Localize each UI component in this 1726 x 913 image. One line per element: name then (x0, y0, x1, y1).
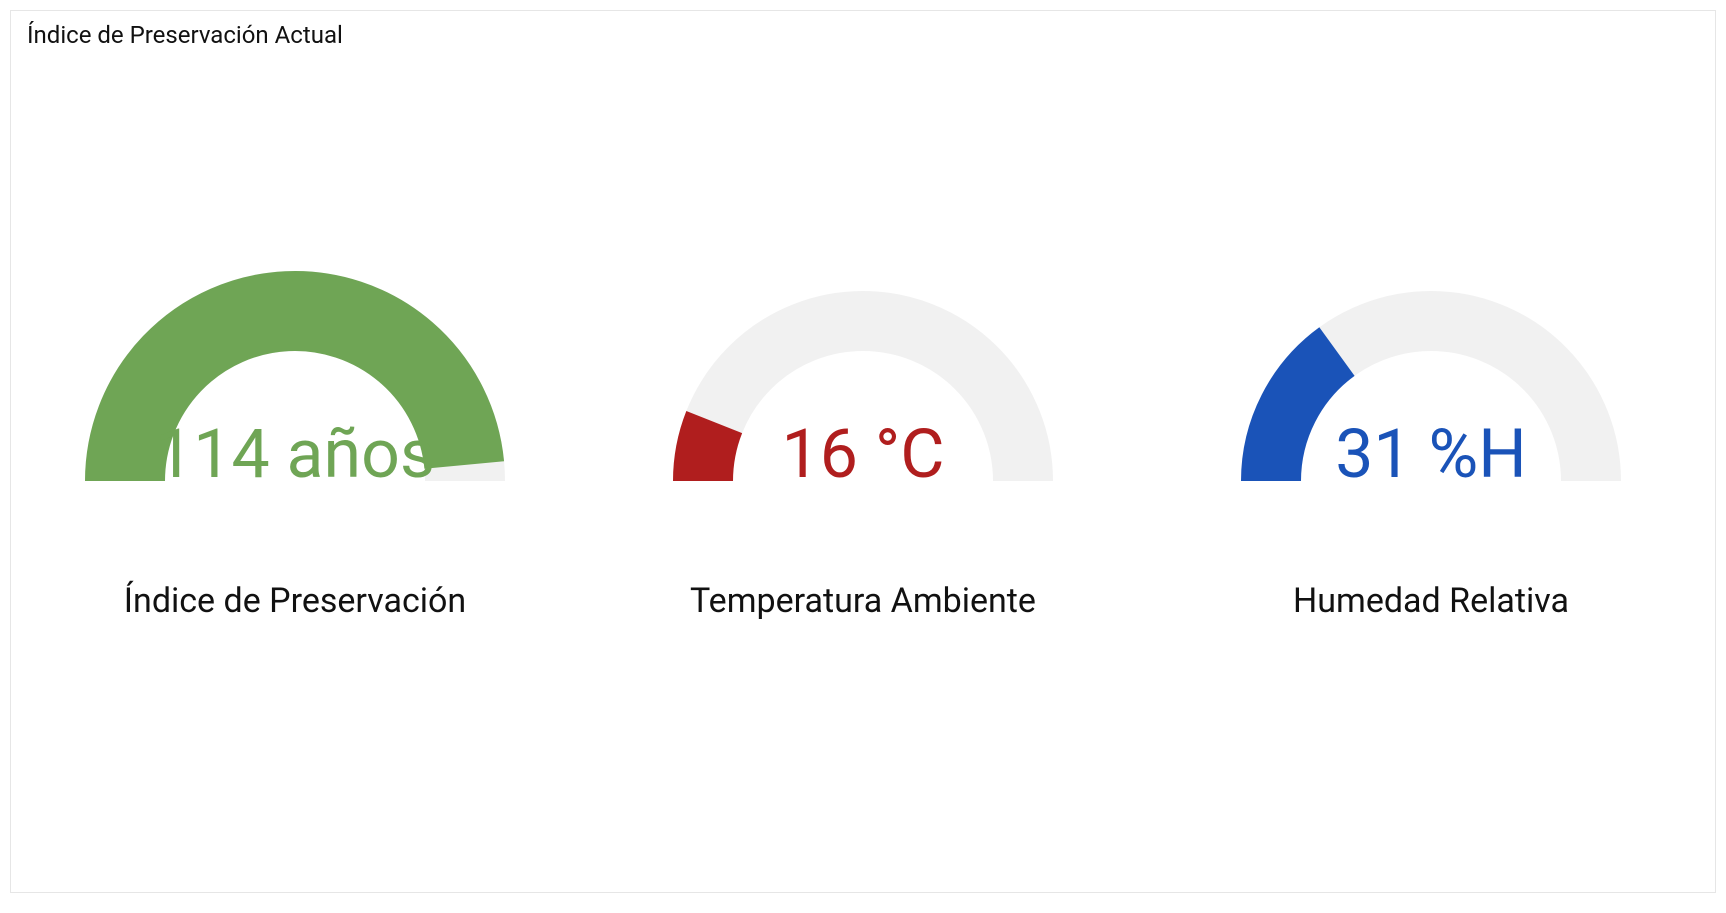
dashboard-panel: Índice de Preservación Actual 114 años Ín… (10, 10, 1716, 893)
gauge-preservation-index: 114 años Índice de Preservación (35, 261, 555, 621)
gauge-value-text: 114 años (155, 414, 435, 491)
gauge-svg-preservation-index: 114 años (35, 261, 555, 491)
gauge-label: Índice de Preservación (124, 581, 466, 621)
gauge-ambient-temperature: 16 °C Temperatura Ambiente (603, 281, 1123, 621)
gauge-svg-ambient-temperature: 16 °C (603, 281, 1123, 491)
gauge-label: Humedad Relativa (1293, 581, 1569, 621)
panel-title: Índice de Preservación Actual (27, 21, 343, 49)
gauge-svg-relative-humidity: 31 %H (1171, 281, 1691, 491)
gauge-value-text: 31 %H (1335, 414, 1527, 491)
gauge-value-text: 16 °C (782, 414, 945, 491)
gauge-fill (1271, 352, 1337, 481)
gauge-label: Temperatura Ambiente (690, 581, 1036, 621)
gauges-row: 114 años Índice de Preservación 16 °C Tempe… (11, 261, 1715, 621)
gauge-fill (703, 422, 714, 481)
gauge-relative-humidity: 31 %H Humedad Relativa (1171, 281, 1691, 621)
